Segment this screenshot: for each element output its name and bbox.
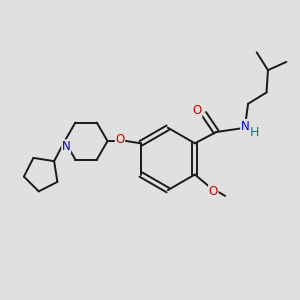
- Text: N: N: [241, 120, 250, 133]
- Text: O: O: [209, 185, 218, 198]
- Text: H: H: [250, 125, 259, 139]
- Text: O: O: [116, 133, 124, 146]
- Text: O: O: [193, 104, 202, 117]
- Text: N: N: [62, 140, 70, 153]
